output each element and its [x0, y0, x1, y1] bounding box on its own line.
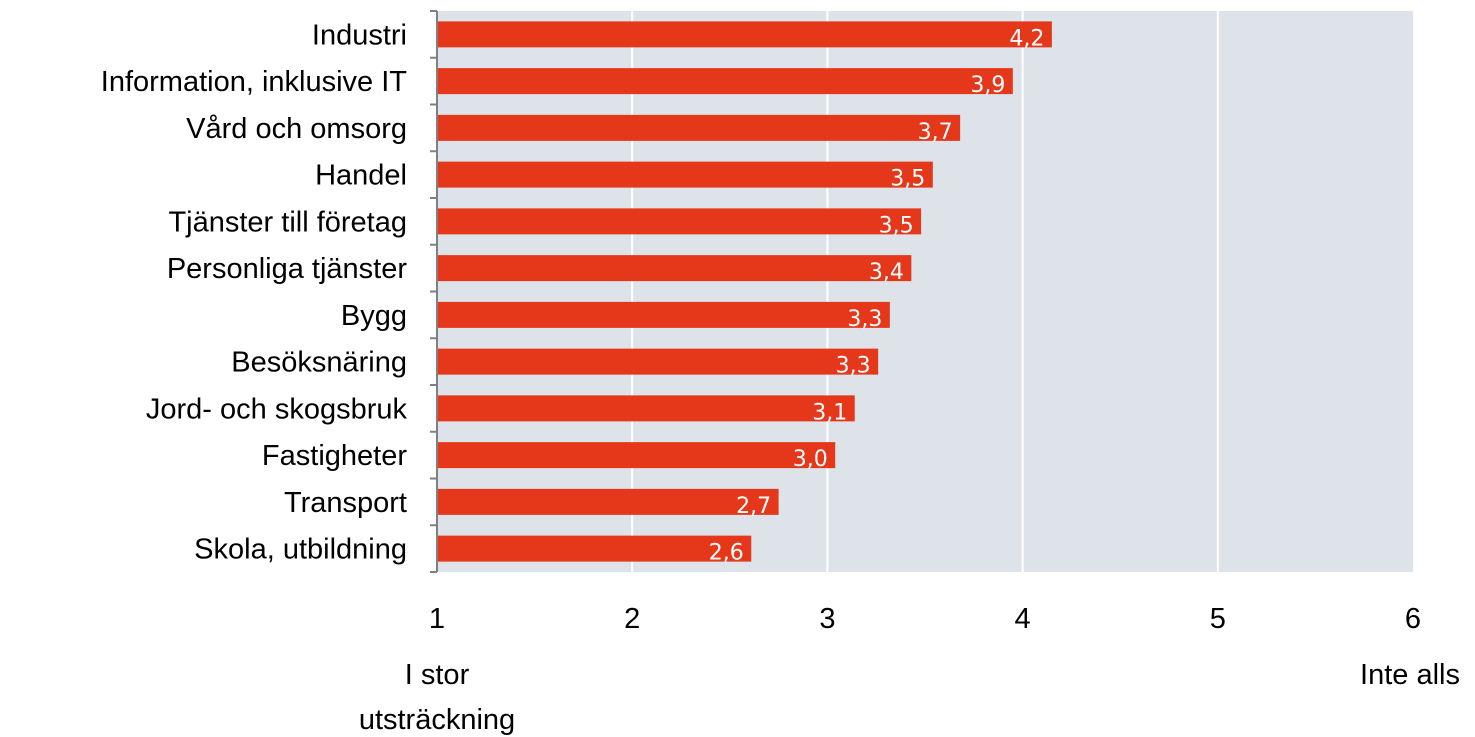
value-label: 3,5 [890, 167, 925, 192]
bar [437, 161, 933, 188]
bar [437, 68, 1013, 95]
x-tick-label: 5 [1210, 603, 1226, 635]
plot-background [437, 11, 1413, 572]
y-axis [430, 10, 438, 573]
x-axis-low-end-label: I stor utsträckning [359, 659, 515, 736]
bar [437, 535, 752, 562]
x-tick-label: 4 [1015, 603, 1031, 635]
category-labels: Industri Information, inklusive IT Vård oc… [101, 19, 408, 565]
value-labels: 4,23,9 3,7 3,5 3,5 3,4 3,3 3,3 3,1 3,0 2,7 2,6 [709, 26, 1045, 565]
value-label: 3,1 [812, 400, 847, 425]
value-label: 3,5 [879, 213, 914, 238]
bar [437, 395, 855, 422]
value-label: 2,7 [736, 494, 771, 519]
category-label: Tjänster till företag [168, 206, 407, 238]
category-label: Personliga tjänster [167, 253, 408, 285]
category-label: Industri [312, 19, 407, 51]
bar [437, 301, 890, 328]
category-label: Information, inklusive IT [101, 66, 408, 98]
value-label: 3,4 [869, 260, 904, 285]
x-tick-label: 3 [819, 603, 835, 635]
bar [437, 208, 922, 235]
x-axis-high-end-label: Inte alls [1360, 659, 1460, 691]
bar [437, 21, 1052, 48]
bar [437, 488, 779, 515]
value-label: 3,7 [918, 120, 953, 145]
value-label: 3,3 [836, 354, 871, 379]
category-label: Handel [315, 160, 407, 192]
x-tick-label: 2 [624, 603, 640, 635]
bar [437, 114, 961, 141]
bar [437, 442, 836, 469]
category-label: Jord- och skogsbruk [146, 393, 408, 425]
category-label: Skola, utbildning [194, 534, 407, 566]
value-label: 4,2 [1009, 26, 1044, 51]
bars [437, 21, 1052, 562]
category-label: Fastigheter [262, 440, 407, 472]
category-label: Transport [284, 487, 407, 519]
category-label: Besöksnäring [231, 347, 407, 379]
value-label: 3,3 [847, 307, 882, 332]
value-label: 2,6 [709, 541, 744, 566]
x-tick-label: 6 [1405, 603, 1421, 635]
bar [437, 348, 879, 375]
value-label: 3,9 [970, 73, 1005, 98]
category-label: Bygg [341, 300, 407, 332]
gridlines [631, 11, 1219, 572]
x-tick-label: 1 [429, 603, 445, 635]
category-label: Vård och omsorg [186, 113, 407, 145]
x-tick-labels: 1 2 3 4 5 6 [429, 603, 1421, 635]
bar [437, 255, 912, 282]
value-label: 3,0 [793, 447, 828, 472]
